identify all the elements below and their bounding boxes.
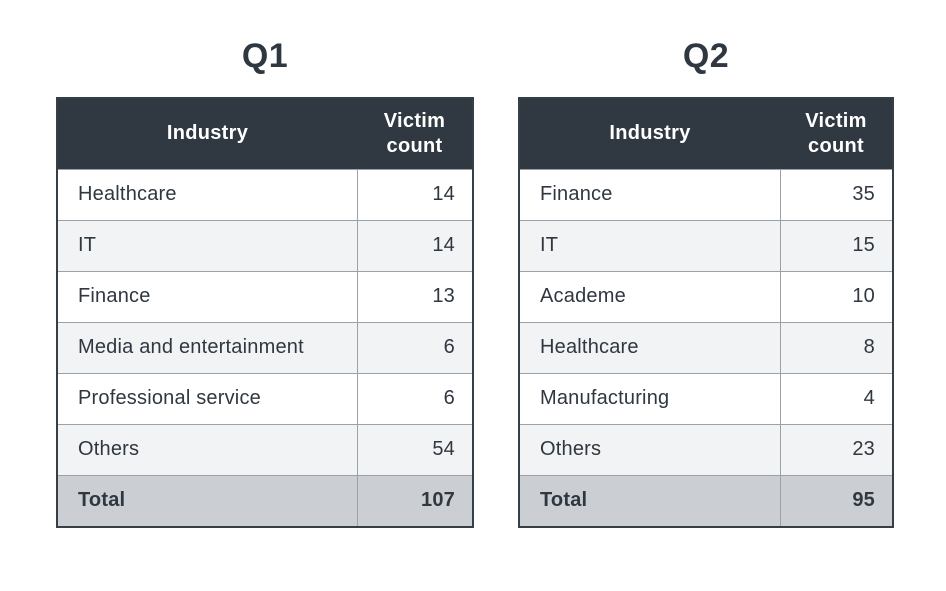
table-row: Professional service 6 bbox=[57, 372, 473, 424]
total-value-cell: 107 bbox=[356, 474, 473, 527]
victim-count-cell: 23 bbox=[779, 423, 893, 475]
industry-cell: Others bbox=[57, 423, 357, 475]
industry-cell: Healthcare bbox=[519, 321, 780, 373]
table-row: Manufacturing 4 bbox=[519, 372, 893, 424]
industry-cell: Others bbox=[519, 423, 780, 475]
q1-table-body: Healthcare 14 IT 14 Finance 13 Media and… bbox=[57, 168, 473, 527]
industry-cell: IT bbox=[519, 219, 780, 271]
victim-count-cell: 4 bbox=[779, 372, 893, 424]
table-row: Finance 13 bbox=[57, 270, 473, 322]
victim-count-cell: 14 bbox=[356, 219, 473, 271]
column-header-victim-count: Victim count bbox=[780, 98, 893, 169]
table-row: Healthcare 8 bbox=[519, 321, 893, 373]
total-row: Total 95 bbox=[519, 474, 893, 527]
victim-count-cell: 54 bbox=[356, 423, 473, 475]
q1-title: Q1 bbox=[241, 37, 289, 75]
victim-count-cell: 8 bbox=[779, 321, 893, 373]
q2-table-block: Q2 Industry Victim count Finance 35 IT 1… bbox=[518, 36, 894, 528]
q2-title: Q2 bbox=[682, 37, 730, 75]
total-value-cell: 95 bbox=[779, 474, 893, 527]
header-row: Industry Victim count bbox=[519, 98, 893, 169]
victim-count-cell: 6 bbox=[356, 321, 473, 373]
q2-table: Industry Victim count Finance 35 IT 15 A… bbox=[518, 97, 894, 528]
industry-cell: Manufacturing bbox=[519, 372, 780, 424]
victim-count-cell: 13 bbox=[356, 270, 473, 322]
victim-count-cell: 10 bbox=[779, 270, 893, 322]
q2-table-body: Finance 35 IT 15 Academe 10 Healthcare 8… bbox=[519, 168, 893, 527]
industry-cell: Healthcare bbox=[57, 168, 357, 220]
industry-cell: Finance bbox=[519, 168, 780, 220]
industry-cell: Finance bbox=[57, 270, 357, 322]
total-label-cell: Total bbox=[519, 474, 780, 527]
victim-count-cell: 35 bbox=[779, 168, 893, 220]
header-row: Industry Victim count bbox=[57, 98, 473, 169]
industry-cell: IT bbox=[57, 219, 357, 271]
q1-table: Industry Victim count Healthcare 14 IT 1… bbox=[56, 97, 474, 528]
victim-count-cell: 14 bbox=[356, 168, 473, 220]
industry-cell: Media and entertainment bbox=[57, 321, 357, 373]
victim-count-cell: 6 bbox=[356, 372, 473, 424]
table-row: IT 15 bbox=[519, 219, 893, 271]
table-row: Finance 35 bbox=[519, 168, 893, 220]
q1-table-block: Q1 Industry Victim count Healthcare 14 I… bbox=[56, 36, 474, 528]
column-header-industry: Industry bbox=[519, 98, 780, 169]
q1-table-header: Industry Victim count bbox=[57, 98, 473, 169]
table-row: Others 23 bbox=[519, 423, 893, 475]
table-row: Others 54 bbox=[57, 423, 473, 475]
total-label-cell: Total bbox=[57, 474, 357, 527]
table-row: Media and entertainment 6 bbox=[57, 321, 473, 373]
total-row: Total 107 bbox=[57, 474, 473, 527]
table-row: IT 14 bbox=[57, 219, 473, 271]
table-row: Healthcare 14 bbox=[57, 168, 473, 220]
victim-count-cell: 15 bbox=[779, 219, 893, 271]
q2-table-header: Industry Victim count bbox=[519, 98, 893, 169]
industry-cell: Professional service bbox=[57, 372, 357, 424]
industry-cell: Academe bbox=[519, 270, 780, 322]
column-header-industry: Industry bbox=[57, 98, 357, 169]
table-row: Academe 10 bbox=[519, 270, 893, 322]
column-header-victim-count: Victim count bbox=[357, 98, 473, 169]
